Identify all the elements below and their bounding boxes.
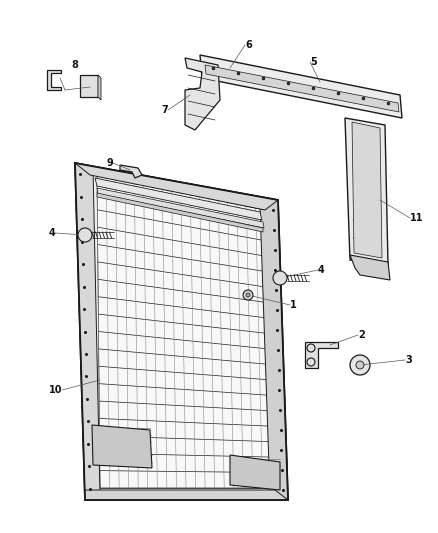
Polygon shape	[92, 425, 152, 468]
Text: 8: 8	[71, 60, 78, 70]
Text: 7: 7	[161, 105, 168, 115]
Polygon shape	[352, 122, 382, 258]
Polygon shape	[80, 75, 98, 97]
Text: 11: 11	[410, 213, 424, 223]
Polygon shape	[47, 70, 61, 90]
Polygon shape	[185, 58, 220, 130]
Polygon shape	[205, 65, 399, 112]
Text: 1: 1	[290, 300, 297, 310]
Polygon shape	[75, 163, 278, 210]
Polygon shape	[260, 200, 288, 500]
Text: 6: 6	[245, 40, 252, 50]
Circle shape	[350, 355, 370, 375]
Polygon shape	[95, 178, 262, 220]
Polygon shape	[75, 163, 288, 500]
Text: 5: 5	[310, 57, 317, 67]
Polygon shape	[230, 455, 280, 490]
Text: 4: 4	[48, 228, 55, 238]
Polygon shape	[345, 118, 388, 265]
Circle shape	[78, 228, 92, 242]
Polygon shape	[85, 490, 288, 500]
Polygon shape	[75, 163, 100, 500]
Text: 9: 9	[106, 158, 113, 168]
Polygon shape	[305, 342, 338, 368]
Circle shape	[246, 293, 250, 297]
Circle shape	[356, 361, 364, 369]
Polygon shape	[350, 255, 390, 280]
Text: 3: 3	[405, 355, 412, 365]
Polygon shape	[97, 175, 272, 488]
Text: 10: 10	[49, 385, 62, 395]
Circle shape	[273, 271, 287, 285]
Polygon shape	[97, 193, 263, 232]
Polygon shape	[200, 55, 402, 118]
Text: 2: 2	[358, 330, 365, 340]
Circle shape	[243, 290, 253, 300]
Text: 4: 4	[318, 265, 325, 275]
Polygon shape	[97, 188, 264, 228]
Polygon shape	[98, 75, 101, 100]
Polygon shape	[120, 165, 142, 178]
